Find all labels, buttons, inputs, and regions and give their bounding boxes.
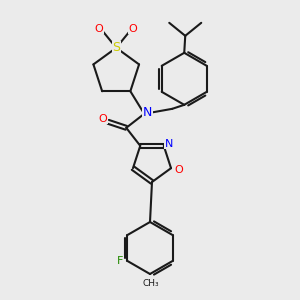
Text: CH₃: CH₃ (143, 278, 159, 287)
Text: O: O (129, 24, 138, 34)
Text: N: N (165, 139, 173, 149)
Text: N: N (142, 106, 152, 119)
Text: F: F (117, 256, 124, 266)
Text: S: S (112, 41, 120, 54)
Text: O: O (175, 165, 183, 175)
Text: O: O (99, 114, 108, 124)
Text: O: O (95, 24, 103, 34)
